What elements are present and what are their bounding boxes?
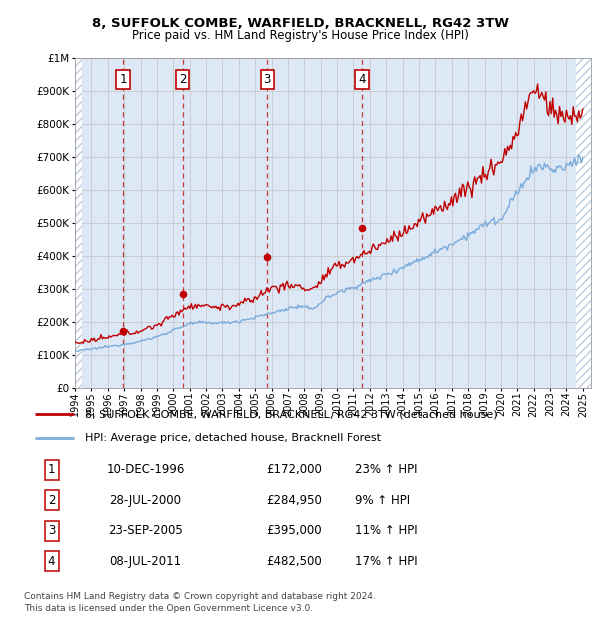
- Text: 9% ↑ HPI: 9% ↑ HPI: [355, 494, 410, 507]
- Text: HPI: Average price, detached house, Bracknell Forest: HPI: Average price, detached house, Brac…: [85, 433, 381, 443]
- Text: 23% ↑ HPI: 23% ↑ HPI: [355, 464, 418, 476]
- Text: 4: 4: [48, 555, 55, 567]
- Bar: [75, 58, 82, 388]
- Text: 28-JUL-2000: 28-JUL-2000: [109, 494, 181, 507]
- Text: £172,000: £172,000: [266, 464, 322, 476]
- Text: 17% ↑ HPI: 17% ↑ HPI: [355, 555, 418, 567]
- Text: 1: 1: [48, 464, 55, 476]
- Text: 4: 4: [358, 73, 366, 86]
- Text: 2: 2: [48, 494, 55, 507]
- Text: 8, SUFFOLK COMBE, WARFIELD, BRACKNELL, RG42 3TW: 8, SUFFOLK COMBE, WARFIELD, BRACKNELL, R…: [91, 17, 509, 30]
- Text: £395,000: £395,000: [266, 525, 322, 538]
- Text: 3: 3: [48, 525, 55, 538]
- Text: 23-SEP-2005: 23-SEP-2005: [108, 525, 183, 538]
- Text: 11% ↑ HPI: 11% ↑ HPI: [355, 525, 418, 538]
- Text: 10-DEC-1996: 10-DEC-1996: [106, 464, 185, 476]
- Bar: [576, 58, 591, 388]
- Text: 08-JUL-2011: 08-JUL-2011: [109, 555, 182, 567]
- Text: Contains HM Land Registry data © Crown copyright and database right 2024.: Contains HM Land Registry data © Crown c…: [24, 592, 376, 601]
- Text: 1: 1: [119, 73, 127, 86]
- Text: 3: 3: [263, 73, 271, 86]
- Text: 8, SUFFOLK COMBE, WARFIELD, BRACKNELL, RG42 3TW (detached house): 8, SUFFOLK COMBE, WARFIELD, BRACKNELL, R…: [85, 409, 497, 419]
- Text: £482,500: £482,500: [266, 555, 322, 567]
- Text: 2: 2: [179, 73, 187, 86]
- Text: This data is licensed under the Open Government Licence v3.0.: This data is licensed under the Open Gov…: [24, 604, 313, 613]
- Text: Price paid vs. HM Land Registry's House Price Index (HPI): Price paid vs. HM Land Registry's House …: [131, 30, 469, 42]
- Text: £284,950: £284,950: [266, 494, 322, 507]
